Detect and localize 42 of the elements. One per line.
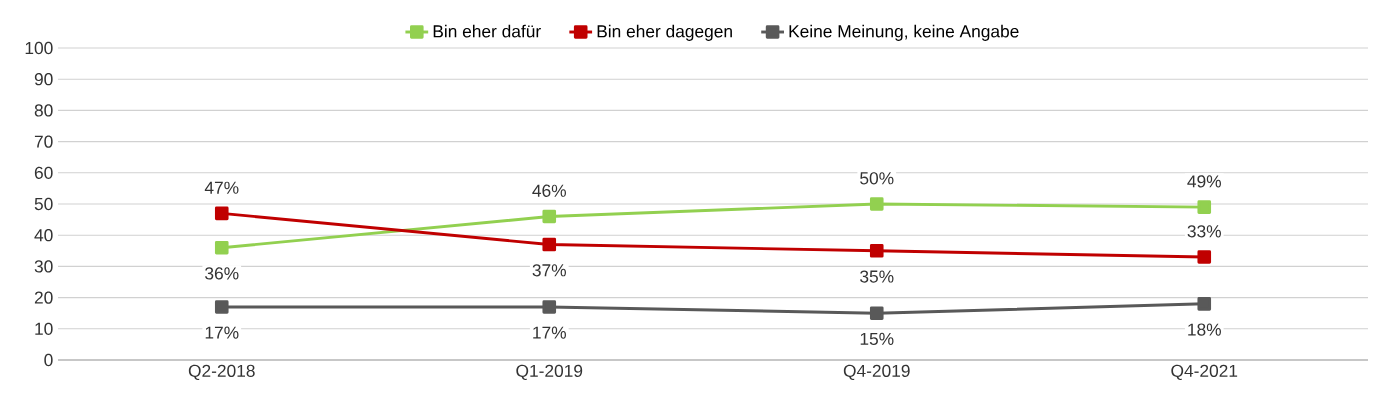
point xyxy=(869,306,884,321)
point xyxy=(1197,200,1212,214)
point xyxy=(542,209,557,224)
data-label: 17% xyxy=(533,326,566,339)
legend-label: Bin eher dagegen xyxy=(597,24,732,41)
data-label: 47% xyxy=(204,181,239,194)
point xyxy=(542,300,557,314)
data-label: 35% xyxy=(860,270,894,283)
y-tick-label: 90 xyxy=(34,73,53,86)
data-label: 33% xyxy=(1187,225,1221,238)
legend-label: Keine Meinung, keine Angabe xyxy=(789,24,1019,41)
point xyxy=(214,300,229,314)
point xyxy=(1197,297,1212,311)
data-label: 49% xyxy=(1187,175,1221,188)
y-tick-label: 80 xyxy=(34,104,53,117)
point xyxy=(1197,250,1212,264)
x-tick-label: Q1-2019 xyxy=(516,364,583,381)
point xyxy=(542,237,557,252)
point xyxy=(869,197,884,211)
x-tick-label: Q4-2019 xyxy=(843,364,910,381)
point xyxy=(214,206,229,221)
data-label: 15% xyxy=(860,332,894,345)
legend-label: Bin eher dafür xyxy=(433,24,541,38)
y-tick-label: 60 xyxy=(34,166,53,179)
data-label: 36% xyxy=(205,267,239,280)
y-tick-label: 10 xyxy=(35,322,53,335)
data-label: 18% xyxy=(1188,323,1221,336)
y-tick-label: 30 xyxy=(34,260,53,273)
y-tick-label: 0 xyxy=(44,353,53,367)
point xyxy=(214,240,229,255)
data-label: 37% xyxy=(532,264,566,277)
y-tick-label: 20 xyxy=(34,291,53,304)
data-label: 50% xyxy=(860,172,894,185)
data-label: 17% xyxy=(205,326,239,339)
y-tick-label: 70 xyxy=(34,135,53,148)
x-tick-label: Q2-2018 xyxy=(188,364,255,381)
y-tick-label: 40 xyxy=(34,229,53,242)
y-tick-label: 100 xyxy=(25,41,53,55)
data-label: 46% xyxy=(532,184,566,197)
y-tick-label: 50 xyxy=(34,197,53,211)
x-tick-label: Q4-2021 xyxy=(1171,364,1238,381)
point xyxy=(869,244,884,258)
